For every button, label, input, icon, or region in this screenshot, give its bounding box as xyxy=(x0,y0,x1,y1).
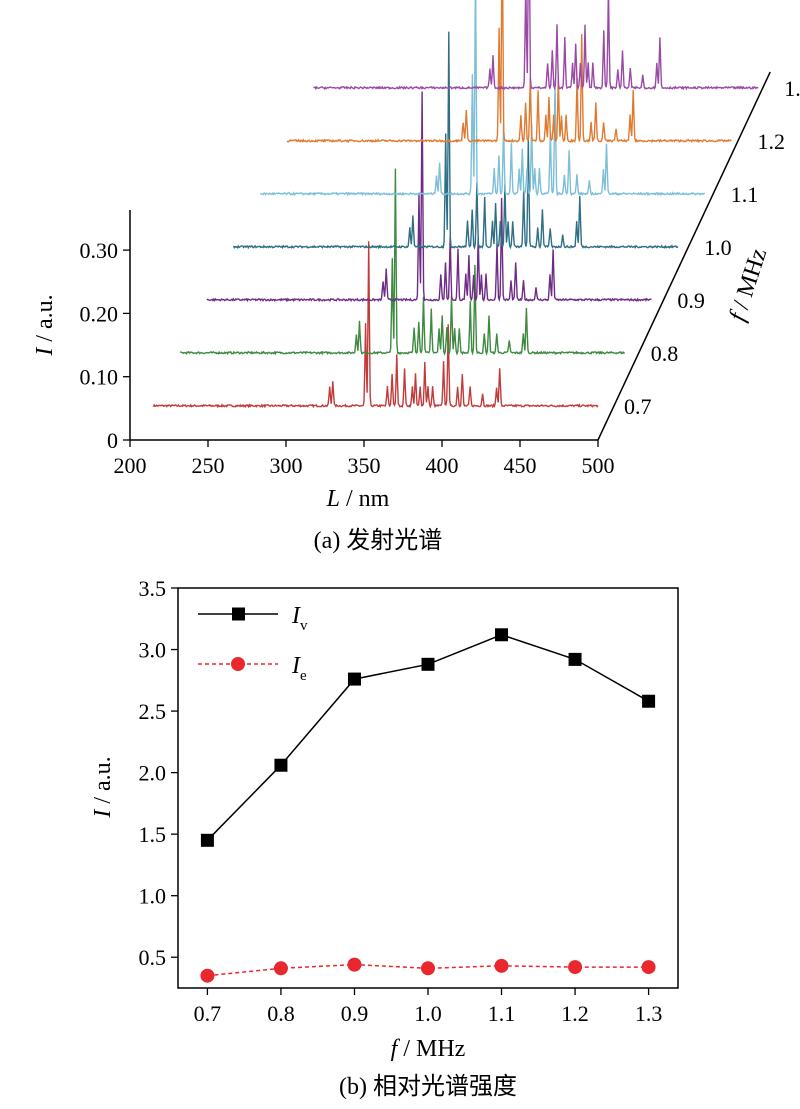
a-x-tick-label: 500 xyxy=(582,453,615,478)
a-z-tick-label: 1.2 xyxy=(758,129,786,154)
b-x-tick-label: 1.2 xyxy=(561,1001,589,1026)
b-data-point xyxy=(641,960,656,975)
a-spectrum-trace xyxy=(206,91,652,303)
panel-b-axes: 0.7 0.8 0.9 1.0 1.1 1.2 1.3 0.5 1.0 1.5 2.0 2.5 3.0 3… xyxy=(139,576,679,1026)
a-spectrum-trace xyxy=(313,0,759,91)
a-z-tick-label: 1.1 xyxy=(731,182,759,207)
b-y-tick-label: 3.5 xyxy=(139,576,167,601)
b-y-tick-label: 1.5 xyxy=(139,822,167,847)
b-y-tick-label: 2.5 xyxy=(139,699,167,724)
a-z-tick-label: 0.9 xyxy=(677,288,705,313)
a-x-tick-label: 300 xyxy=(270,453,303,478)
b-legend-symbol: I xyxy=(291,653,301,679)
b-data-point xyxy=(273,961,288,976)
a-x-tick-label: 200 xyxy=(114,453,147,478)
b-legend-marker xyxy=(232,607,245,621)
panel-a-spectra xyxy=(152,0,759,409)
b-y-tick-label: 3.0 xyxy=(139,638,167,663)
a-z-axis-line xyxy=(597,71,771,441)
b-legend-subscript: v xyxy=(300,618,308,634)
a-x-tick-label: 400 xyxy=(426,453,459,478)
a-y-tick-label: 0 xyxy=(107,428,118,453)
b-x-tick-label: 1.0 xyxy=(414,1001,442,1026)
panel-b-x-axis-title: f / MHz xyxy=(391,1036,466,1062)
b-data-point xyxy=(347,957,362,972)
b-data-point xyxy=(495,628,509,642)
b-x-tick-label: 0.8 xyxy=(267,1001,295,1026)
a-z-tick-label: 1.3 xyxy=(784,76,800,101)
b-data-point xyxy=(568,960,583,975)
panel-a-z-axis-title: f / MHz xyxy=(724,245,772,324)
a-spectrum-trace xyxy=(232,31,679,251)
b-x-tick-label: 1.1 xyxy=(488,1001,516,1026)
b-x-tick-label: 1.3 xyxy=(635,1001,663,1026)
panel-a-x-axis-title: L / nm xyxy=(326,486,390,512)
b-data-point xyxy=(274,758,288,772)
a-y-tick-label: 0.10 xyxy=(80,365,119,390)
b-y-tick-label: 2.0 xyxy=(139,761,167,786)
panel-b-y-axis-title: I / a.u. xyxy=(90,756,116,818)
b-x-tick-label: 0.7 xyxy=(194,1001,222,1026)
b-data-point xyxy=(200,968,215,983)
b-data-point xyxy=(421,961,435,976)
panel-b-caption: (b) 相对光谱强度 xyxy=(339,1073,517,1100)
b-legend-marker xyxy=(231,657,245,671)
a-spectrum-trace xyxy=(152,241,599,409)
b-legend-label: Iv xyxy=(291,603,308,634)
b-data-point xyxy=(200,833,214,847)
b-data-point xyxy=(642,694,656,708)
a-z-tick-label: 0.7 xyxy=(624,394,652,419)
b-data-point xyxy=(494,958,509,973)
a-spectrum-trace xyxy=(286,0,732,144)
a-z-tick-label: 1.0 xyxy=(704,235,732,260)
b-y-tick-label: 0.5 xyxy=(139,945,167,970)
panel-a-caption: (a) 发射光谱 xyxy=(314,527,443,554)
panel-a-axes: 200 250 300 350 400 450 500 0 0.10 0.20 0.30 0.7 0.8… xyxy=(80,71,800,478)
panel-b-line-chart: 0.7 0.8 0.9 1.0 1.1 1.2 1.3 0.5 1.0 1.5 2.0 2.5 3.0 3… xyxy=(90,576,679,1100)
panel-a-y-axis-title: I / a.u. xyxy=(32,294,58,356)
b-data-point xyxy=(421,657,435,671)
a-x-tick-label: 350 xyxy=(348,453,381,478)
a-x-tick-label: 250 xyxy=(192,453,225,478)
panel-b-series xyxy=(200,628,656,983)
a-y-tick-label: 0.30 xyxy=(80,238,119,263)
b-data-point xyxy=(347,672,361,686)
b-y-tick-label: 1.0 xyxy=(139,884,167,909)
b-data-point xyxy=(568,652,582,666)
b-legend-label: Ie xyxy=(291,653,307,684)
a-y-tick-label: 0.20 xyxy=(80,301,119,326)
a-z-tick-label: 0.8 xyxy=(651,341,679,366)
panel-a-waterfall-chart: 200 250 300 350 400 450 500 0 0.10 0.20 0.30 0.7 0.8… xyxy=(32,0,800,554)
a-spectrum-trace xyxy=(179,168,626,357)
b-legend-subscript: e xyxy=(300,668,307,684)
b-plot-frame xyxy=(177,587,679,989)
a-spectrum-trace xyxy=(260,0,705,197)
a-x-tick-label: 450 xyxy=(504,453,537,478)
b-legend-symbol: I xyxy=(291,603,301,629)
b-x-tick-label: 0.9 xyxy=(341,1001,369,1026)
